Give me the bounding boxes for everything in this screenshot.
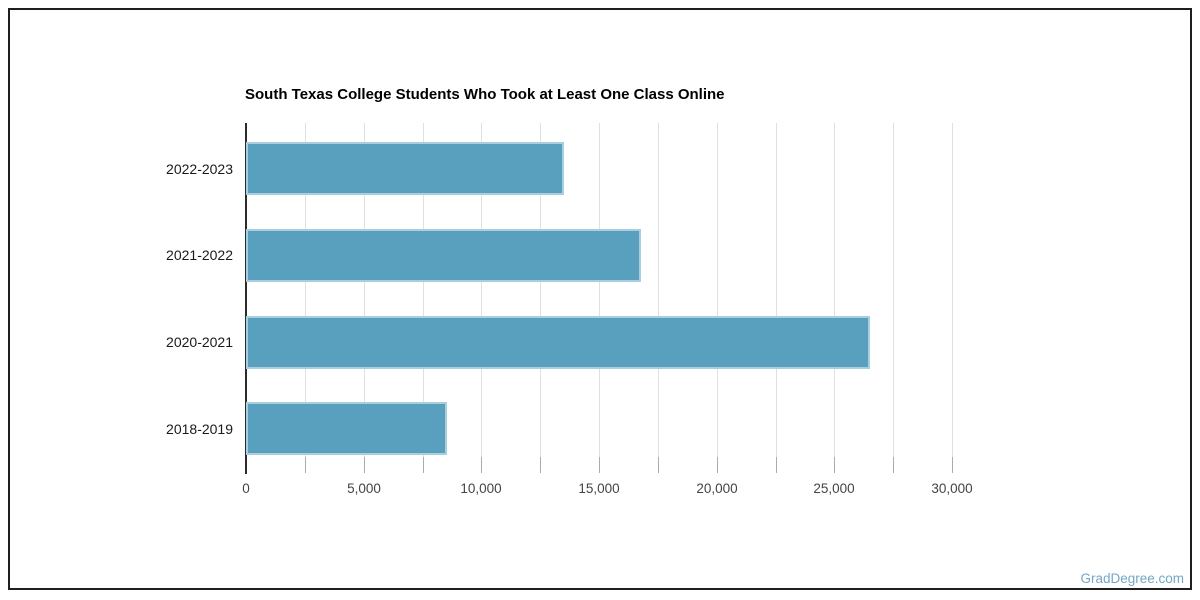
gridline-7500 [423, 123, 424, 470]
gridline-2500 [305, 123, 306, 470]
x-axis-label-25000: 25,000 [813, 481, 855, 496]
x-axis-label-20000: 20,000 [696, 481, 738, 496]
y-axis-label-2018-2019: 2018-2019 [166, 421, 233, 437]
x-axis-label-5000: 5,000 [347, 481, 381, 496]
gridline-27500 [893, 123, 894, 470]
gridline-5000 [364, 123, 365, 470]
y-axis-label-2020-2021: 2020-2021 [166, 334, 233, 350]
gridline-25000 [834, 123, 835, 470]
axis-tick-17500 [658, 457, 659, 473]
plot-area [245, 123, 1016, 474]
axis-tick-2500 [305, 457, 306, 473]
x-axis-label-30000: 30,000 [931, 481, 973, 496]
axis-tick-12500 [540, 457, 541, 473]
axis-tick-30000 [952, 457, 953, 473]
watermark-link[interactable]: GradDegree.com [1080, 571, 1184, 586]
axis-tick-22500 [776, 457, 777, 473]
bar-2021-2022 [246, 229, 641, 282]
gridline-30000 [952, 123, 953, 470]
axis-tick-10000 [481, 457, 482, 473]
gridline-22500 [776, 123, 777, 470]
gridline-15000 [599, 123, 600, 470]
gridline-10000 [481, 123, 482, 470]
axis-tick-20000 [717, 457, 718, 473]
chart-title: South Texas College Students Who Took at… [245, 86, 725, 103]
axis-tick-25000 [834, 457, 835, 473]
y-axis-label-2022-2023: 2022-2023 [166, 161, 233, 177]
bar-2018-2019 [246, 402, 447, 455]
gridline-17500 [658, 123, 659, 470]
x-axis-label-15000: 15,000 [578, 481, 620, 496]
axis-tick-27500 [893, 457, 894, 473]
gridline-12500 [540, 123, 541, 470]
x-axis-label-0: 0 [242, 481, 250, 496]
axis-tick-5000 [364, 457, 365, 473]
bar-2022-2023 [246, 142, 564, 195]
gridline-20000 [717, 123, 718, 470]
chart-border-frame [8, 8, 1192, 590]
axis-tick-15000 [599, 457, 600, 473]
bar-2020-2021 [246, 316, 870, 369]
y-axis-label-2021-2022: 2021-2022 [166, 247, 233, 263]
y-axis-line [245, 123, 247, 474]
x-axis-label-10000: 10,000 [460, 481, 502, 496]
axis-tick-7500 [423, 457, 424, 473]
